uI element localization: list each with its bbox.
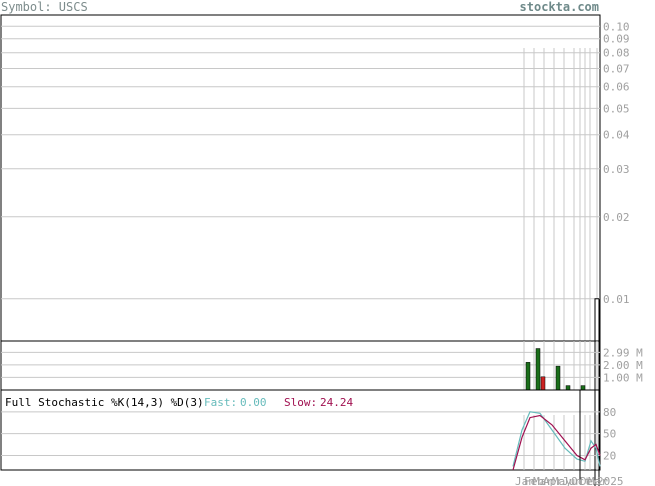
price-tick-label: 0.06 — [603, 81, 630, 94]
stochastic-panel: Full Stochastic %K(14,3) %D(3) Fast: 0.0… — [0, 389, 616, 480]
volume-bar — [555, 365, 561, 391]
stochastic-line-fast — [512, 411, 601, 467]
volume-bar — [580, 385, 586, 391]
symbol-label: Symbol: USCS — [1, 0, 88, 14]
price-tick-label: 0.03 — [603, 163, 630, 176]
volume-bar — [565, 385, 571, 391]
volume-bar — [540, 376, 546, 391]
stochastic-tick-label: 20 — [603, 449, 616, 462]
price-panel: 0.100.090.08 0.07 0.06 0.05 0.04 0.03 0.02 0.01 — [0, 14, 630, 486]
stochastic-frame — [0, 389, 601, 471]
volume-panel: 2.99 M2.00 M1.00 M — [0, 340, 643, 391]
price-tick-label: 0.01 — [603, 293, 630, 306]
price-tick-label: 0.08 — [603, 47, 630, 60]
x-axis-label: May — [552, 475, 572, 486]
x-axis-label: Mar — [533, 475, 553, 486]
x-axis-label: Jun — [562, 475, 582, 486]
price-tick-label: 0.10 — [603, 20, 630, 33]
price-tick-label: 0.02 — [603, 211, 630, 224]
x-axis-label: Apr — [543, 475, 563, 486]
price-tick-label: 0.05 — [603, 102, 630, 115]
x-axis-label: Feb — [524, 475, 544, 486]
stochastic-tick-label: 50 — [603, 428, 616, 441]
x-axis-label: Jan — [515, 475, 535, 486]
volume-tick-label: 1.00 M — [603, 371, 643, 384]
volume-frame — [0, 340, 601, 391]
fast-value: 0.00 — [240, 396, 267, 409]
price-frame — [0, 14, 601, 342]
price-tick-label: 0.07 — [603, 62, 630, 75]
x-axis-label: Dec — [580, 475, 600, 486]
x-axis-label: Oct — [571, 475, 591, 486]
stochastic-title: Full Stochastic %K(14,3) %D(3) — [5, 396, 204, 409]
price-tick-label: 0.09 — [603, 33, 630, 46]
fast-label: Fast: — [204, 396, 237, 409]
x-axis-label: Mar — [588, 475, 608, 486]
slow-label: Slow: — [284, 396, 317, 409]
price-tick-label: 0.04 — [603, 129, 630, 142]
stochastic-line-slow — [512, 414, 601, 471]
volume-bar — [525, 362, 531, 391]
stochastic-tick-label: 80 — [603, 406, 616, 419]
slow-value: 24.24 — [320, 396, 353, 409]
price-bar — [594, 298, 600, 486]
volume-tick-label: 2.00 M — [603, 359, 643, 372]
site-name: stockta.com — [520, 0, 599, 14]
volume-tick-label: 2.99 M — [603, 346, 643, 359]
volume-bar — [535, 348, 541, 391]
x-axis-label: 2025 — [597, 475, 624, 486]
